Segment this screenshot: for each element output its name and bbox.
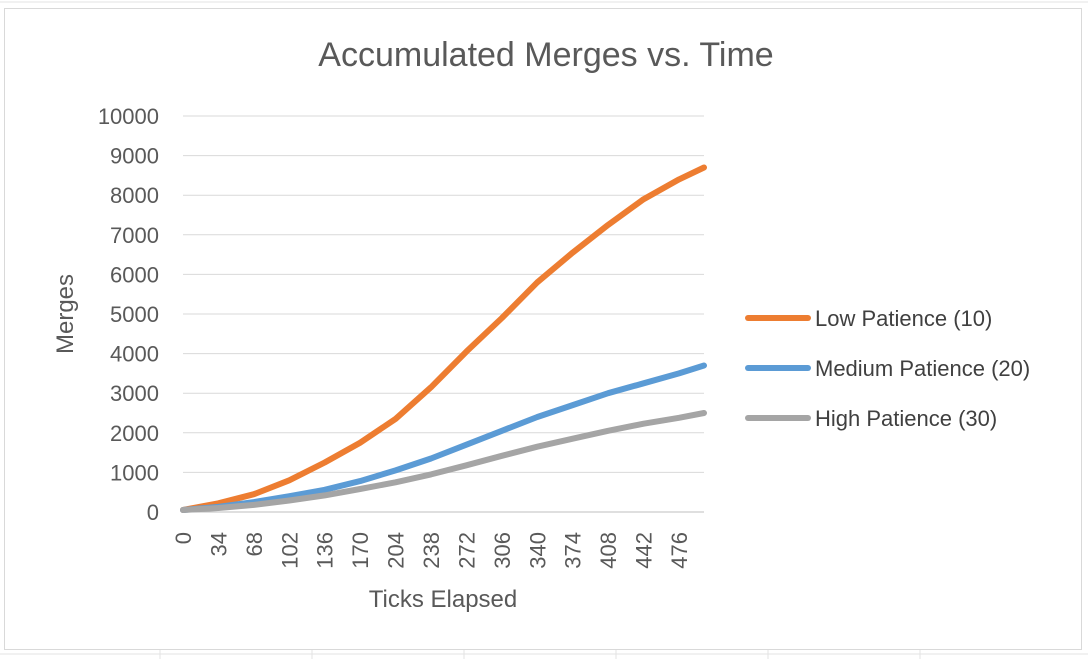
x-tick-label: 0 bbox=[171, 532, 196, 544]
x-tick-label: 68 bbox=[242, 532, 267, 556]
legend-label-high: High Patience (30) bbox=[815, 406, 997, 431]
x-tick-label: 374 bbox=[561, 532, 586, 569]
y-tick-label: 6000 bbox=[110, 262, 159, 287]
legend-item-high-patience: High Patience (30) bbox=[745, 406, 997, 431]
x-axis-ticks: 0 34 68 102 136 170 204 238 272 306 340 374 408 442 47… bbox=[171, 532, 692, 569]
x-tick-label: 238 bbox=[419, 532, 444, 569]
y-tick-label: 7000 bbox=[110, 223, 159, 248]
y-tick-label: 8000 bbox=[110, 183, 159, 208]
y-tick-label: 9000 bbox=[110, 144, 159, 169]
series-line-medium-patience bbox=[180, 362, 707, 513]
x-tick-label: 102 bbox=[277, 532, 302, 569]
y-tick-label: 5000 bbox=[110, 302, 159, 327]
chart-title: Accumulated Merges vs. Time bbox=[318, 36, 773, 74]
x-tick-label: 204 bbox=[384, 532, 409, 569]
y-tick-label: 1000 bbox=[110, 460, 159, 485]
y-tick-label: 10000 bbox=[98, 104, 159, 129]
chart-area[interactable] bbox=[4, 8, 1082, 650]
x-tick-label: 476 bbox=[667, 532, 692, 569]
y-tick-label: 3000 bbox=[110, 381, 159, 406]
x-tick-label: 136 bbox=[313, 532, 338, 569]
legend-label-medium: Medium Patience (20) bbox=[815, 356, 1030, 381]
y-tick-label: 2000 bbox=[110, 421, 159, 446]
legend-label-low: Low Patience (10) bbox=[815, 306, 992, 331]
x-tick-label: 408 bbox=[596, 532, 621, 569]
series-lines bbox=[180, 164, 707, 513]
x-axis-title: Ticks Elapsed bbox=[369, 586, 518, 613]
y-axis-ticks: 0 1000 2000 3000 4000 5000 6000 7000 8000 9000 100… bbox=[98, 104, 159, 525]
legend-item-low-patience: Low Patience (10) bbox=[745, 306, 992, 331]
x-tick-label: 306 bbox=[490, 532, 515, 569]
x-tick-label: 170 bbox=[348, 532, 373, 569]
legend-item-medium-patience: Medium Patience (20) bbox=[745, 356, 1030, 381]
y-axis-title: Merges bbox=[52, 274, 79, 354]
legend: Low Patience (10) Medium Patience (20) H… bbox=[745, 306, 1030, 431]
series-line-high-patience bbox=[180, 410, 707, 513]
x-tick-label: 34 bbox=[206, 532, 231, 556]
x-tick-label: 340 bbox=[525, 532, 550, 569]
series-line-low-patience bbox=[180, 164, 707, 513]
y-tick-label: 4000 bbox=[110, 342, 159, 367]
x-tick-label: 272 bbox=[454, 532, 479, 569]
y-tick-label: 0 bbox=[147, 500, 159, 525]
x-tick-label: 442 bbox=[632, 532, 657, 569]
